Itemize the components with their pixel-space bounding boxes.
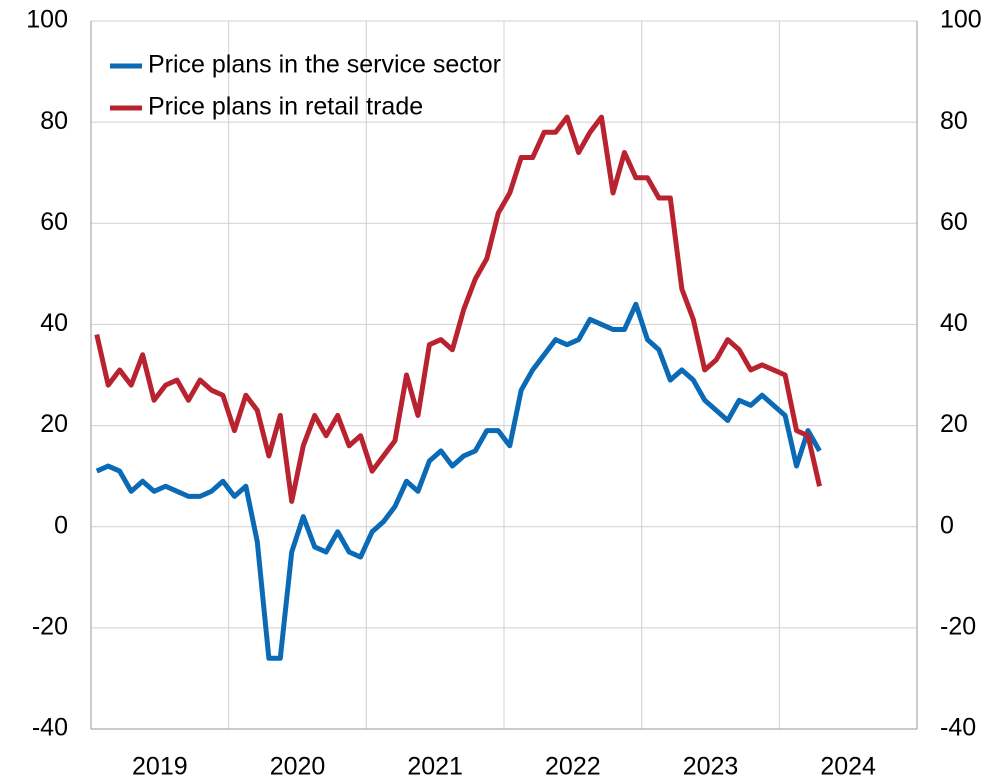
x-tick-label: 2021 [407,753,463,781]
y2-tick-label: -20 [940,612,976,640]
y2-tick-label: -40 [940,714,976,742]
y-tick-label: 60 [40,208,68,236]
y2-tick-label: 40 [940,309,968,337]
y2-tick-label: 100 [940,6,982,34]
y2-tick-label: 0 [940,511,954,539]
y2-tick-label: 20 [940,410,968,438]
y-tick-label: 40 [40,309,68,337]
series-line [95,301,822,661]
y2-tick-label: 60 [940,208,968,236]
x-tick-label: 2019 [132,753,188,781]
x-tick-label: 2024 [820,753,876,781]
y2-tick-label: 80 [940,107,968,135]
y-tick-label: 100 [26,6,68,34]
x-tick-label: 2020 [270,753,326,781]
x-tick-label: 2022 [545,753,601,781]
y-tick-label: 0 [54,511,68,539]
y-tick-label: 80 [40,107,68,135]
y-tick-label: 20 [40,410,68,438]
legend-label: Price plans in retail trade [148,93,423,121]
series-line [94,114,822,504]
legend-label: Price plans in the service sector [148,51,501,79]
y-tick-label: -40 [32,714,68,742]
x-tick-label: 2023 [683,753,739,781]
y-tick-label: -20 [32,612,68,640]
